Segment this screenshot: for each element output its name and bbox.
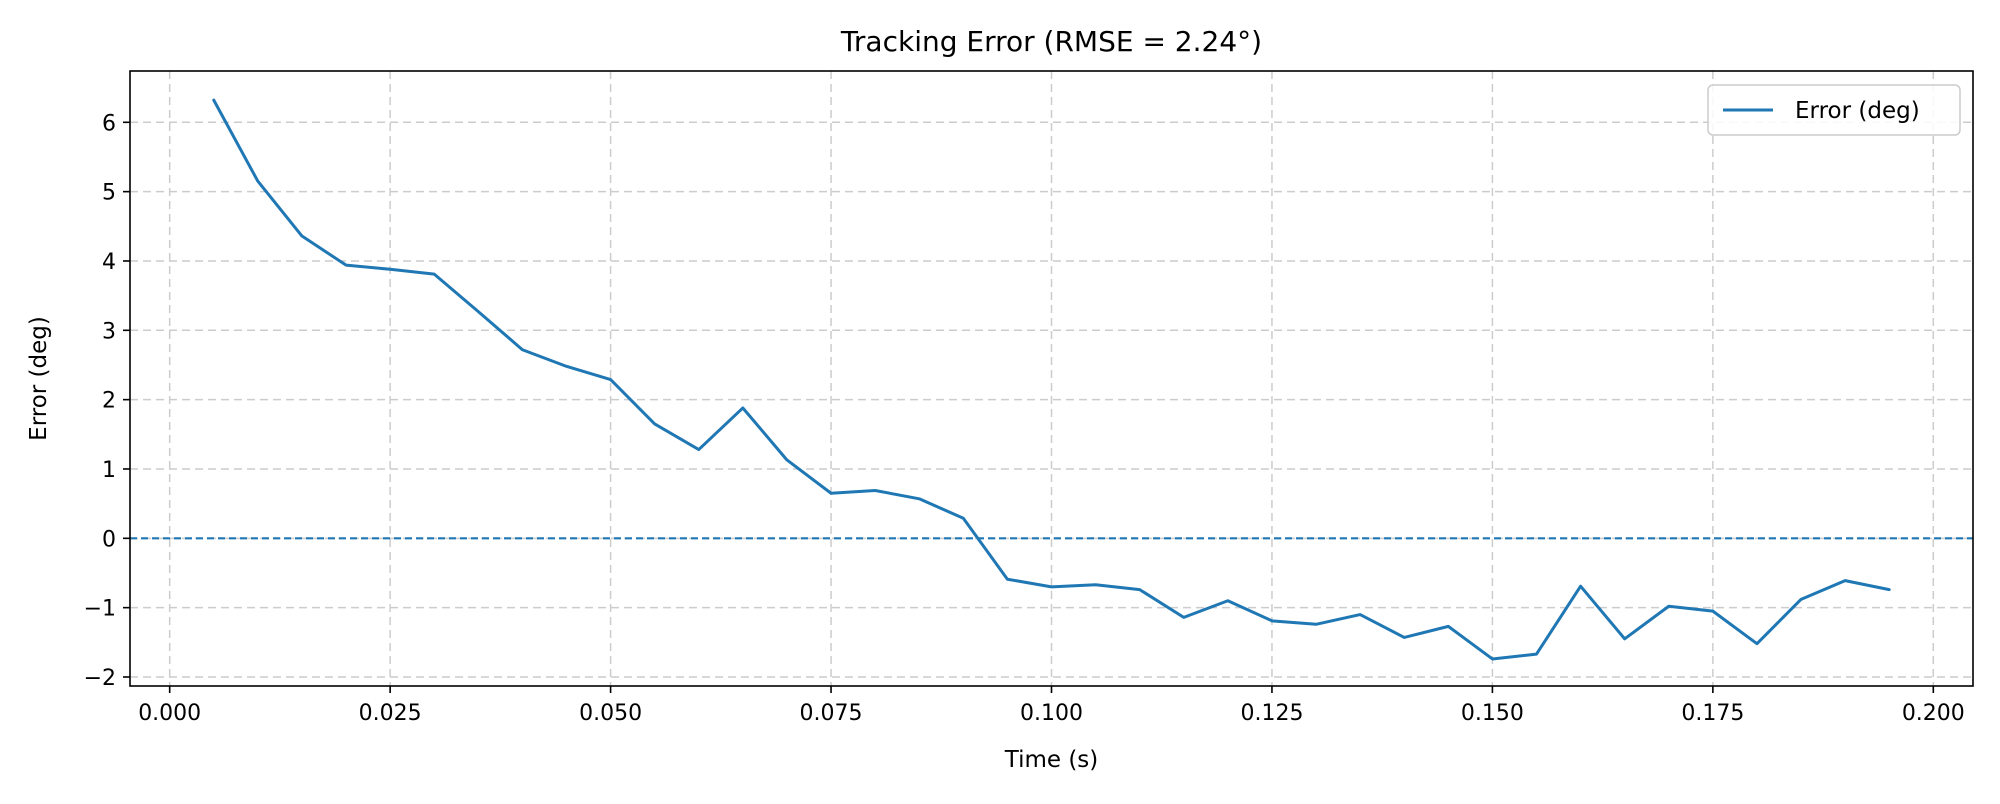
y-tick-label: 2 — [102, 389, 116, 414]
y-tick-label: 3 — [102, 319, 116, 344]
y-axis-label: Error (deg) — [26, 316, 52, 441]
y-tick-label: 5 — [102, 181, 116, 206]
legend-box — [1707, 84, 1961, 136]
x-tick-label: 0.075 — [800, 701, 863, 726]
y-tick-label: 1 — [102, 458, 116, 483]
x-tick-label: 0.025 — [359, 701, 422, 726]
x-tick-label: 0.100 — [1020, 701, 1083, 726]
y-tick-label: 6 — [102, 111, 116, 136]
x-tick-label: 0.150 — [1461, 701, 1524, 726]
legend: Error (deg) — [1707, 84, 1961, 136]
series-line — [212, 98, 1891, 661]
x-tick-label: 0.175 — [1681, 701, 1744, 726]
legend-label: Error (deg) — [1795, 98, 1920, 124]
x-axis-label: Time (s) — [1004, 747, 1099, 773]
y-tick-label: −1 — [84, 597, 116, 622]
y-tick-label: 0 — [102, 527, 116, 552]
series-layer — [212, 98, 1891, 661]
x-tick-label: 0.125 — [1240, 701, 1303, 726]
x-tick-label: 0.050 — [579, 701, 642, 726]
y-tick-label: −2 — [84, 666, 116, 691]
ticks: 0.000 0.025 0.050 0.075 0.100 0.125 0.150 0.175… — [84, 111, 1965, 726]
x-tick-label: 0.200 — [1902, 701, 1965, 726]
chart-title: Tracking Error (RMSE = 2.24°) — [840, 25, 1262, 58]
x-tick-label: 0.000 — [138, 701, 201, 726]
y-tick-label: 4 — [102, 250, 116, 275]
